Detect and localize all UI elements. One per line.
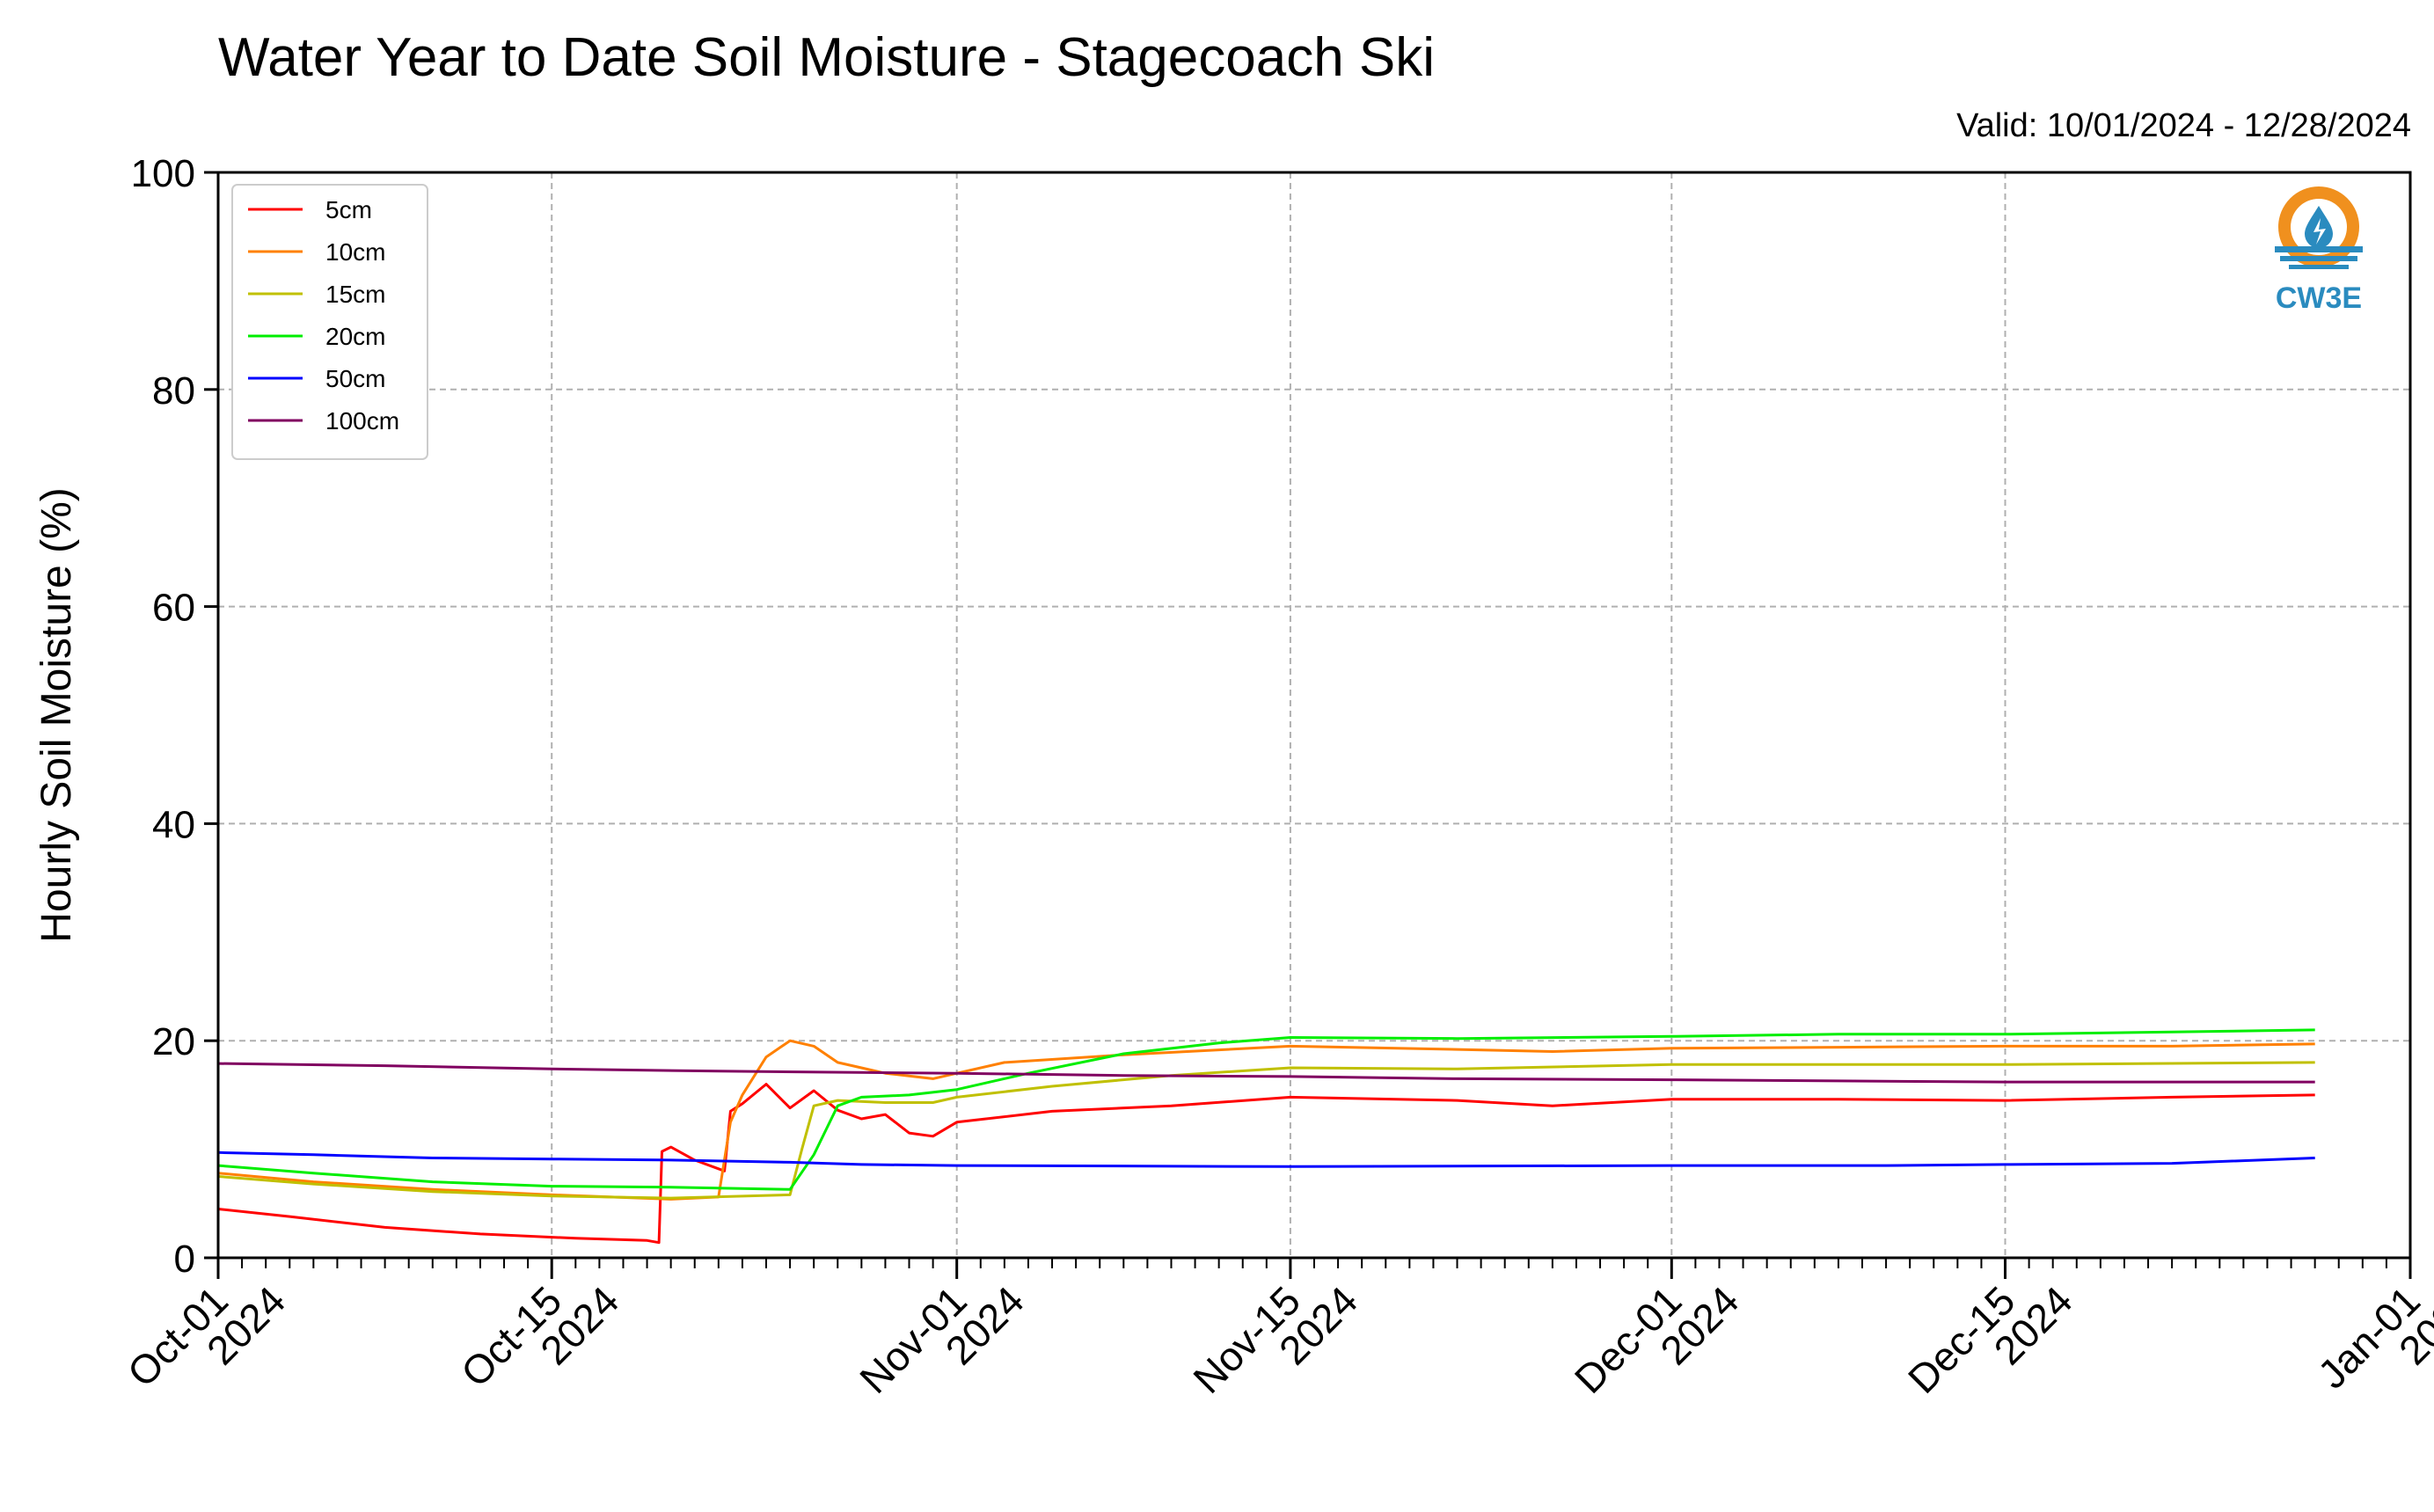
legend-label: 100cm [325,407,399,435]
series-50cm [217,1150,2315,1168]
legend-label: 15cm [325,281,385,308]
y-tick-label: 100 [131,152,195,195]
series-5cm [217,1083,2315,1245]
y-axis-label: Hourly Soil Moisture (%) [33,487,80,942]
cw3e-logo: CW3E [2275,186,2363,315]
legend-label: 20cm [325,323,385,350]
series-100cm [217,1062,2315,1084]
series-layer [217,1028,2315,1245]
y-tick-label: 20 [152,1020,195,1063]
grid-lines [218,172,2410,1258]
chart-title: Water Year to Date Soil Moisture - Stage… [218,27,1436,88]
y-tick-label: 80 [152,369,195,413]
legend-label: 5cm [325,196,372,223]
plot-frame [216,171,2412,1260]
y-tick-label: 40 [152,803,195,846]
series-20cm [217,1028,2315,1191]
y-tick-label: 0 [174,1238,195,1281]
legend-label: 50cm [325,365,385,392]
legend-box [231,184,428,460]
logo-text: CW3E [2276,281,2362,315]
legend: 5cm 10cm 15cm 20cm 50cm 100cm [231,184,428,460]
legend-label: 10cm [325,238,385,266]
y-tick-label: 60 [152,587,195,630]
chart-subtitle: Valid: 10/01/2024 - 12/28/2024 [1956,107,2411,144]
series-15cm [217,1061,2315,1200]
